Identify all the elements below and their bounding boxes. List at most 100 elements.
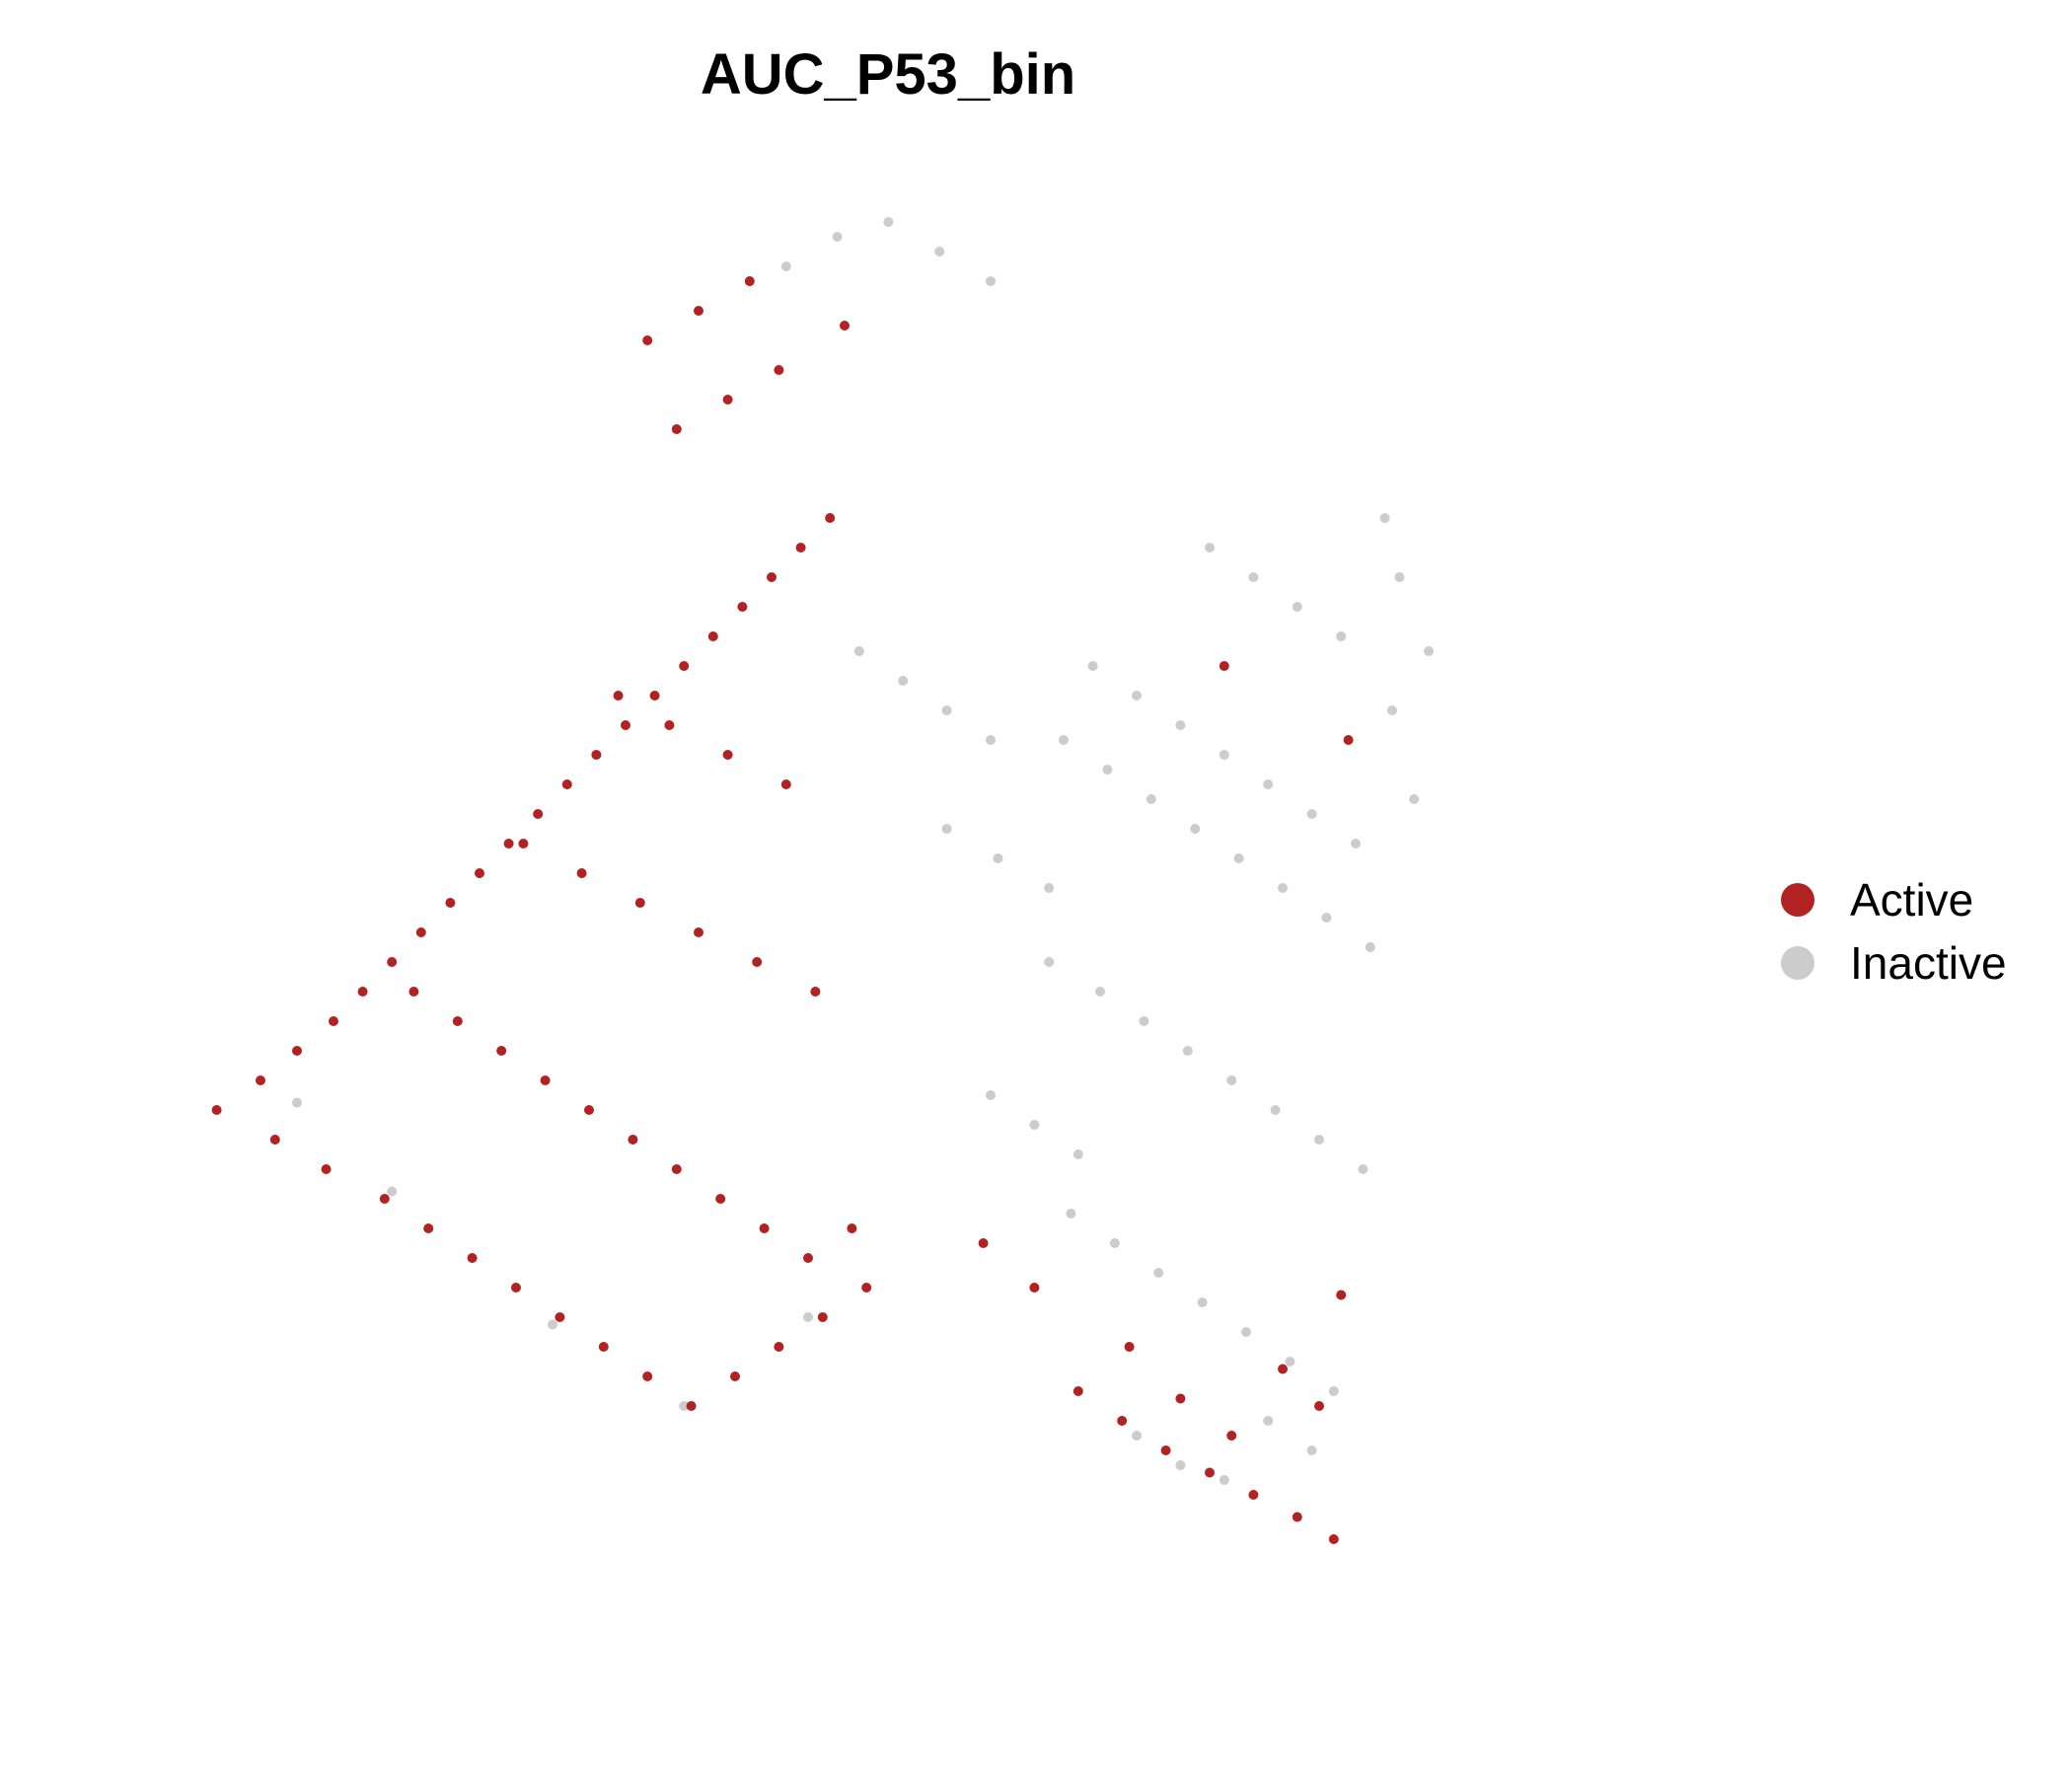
point-active	[576, 868, 587, 878]
point-active	[511, 1283, 521, 1293]
point-active	[840, 321, 850, 331]
point-active	[518, 839, 529, 849]
point-active	[664, 720, 675, 730]
point-active	[1343, 735, 1354, 745]
point-inactive	[1146, 794, 1156, 804]
point-inactive	[1109, 1238, 1120, 1248]
legend-label-inactive: Inactive	[1850, 937, 2007, 989]
point-active	[634, 898, 645, 908]
point-inactive	[1233, 853, 1244, 863]
point-inactive	[986, 276, 996, 286]
point-active	[379, 1194, 390, 1204]
point-active	[715, 1194, 726, 1204]
point-inactive	[679, 1401, 690, 1411]
point-inactive	[993, 853, 1003, 863]
point-active	[598, 1342, 609, 1352]
point-inactive	[1314, 1135, 1324, 1145]
point-inactive	[387, 1186, 398, 1197]
point-inactive	[1241, 1327, 1251, 1337]
point-active	[730, 1371, 740, 1381]
point-active	[1278, 1364, 1288, 1374]
series-inactive	[292, 217, 1434, 1485]
point-active	[642, 1371, 653, 1381]
point-active	[1175, 1393, 1186, 1404]
point-inactive	[1409, 794, 1420, 804]
point-active	[642, 335, 653, 345]
point-inactive	[1029, 1120, 1040, 1130]
point-inactive	[1197, 1297, 1208, 1307]
point-active	[613, 691, 624, 701]
point-inactive	[1044, 883, 1055, 893]
point-active	[649, 691, 660, 701]
point-inactive	[1132, 1431, 1142, 1441]
point-active	[686, 1401, 697, 1411]
point-inactive	[1139, 1016, 1149, 1026]
legend: Active Inactive	[1781, 868, 2007, 995]
point-inactive	[941, 705, 952, 715]
point-inactive	[1270, 1105, 1281, 1115]
point-inactive	[1182, 1046, 1193, 1056]
point-active	[803, 1253, 813, 1263]
point-inactive	[1059, 735, 1069, 745]
point-active	[503, 839, 514, 849]
point-active	[292, 1046, 302, 1056]
point-active	[269, 1135, 280, 1145]
legend-item-inactive: Inactive	[1781, 931, 2007, 995]
point-inactive	[1205, 543, 1215, 553]
point-inactive	[1226, 1075, 1237, 1085]
point-inactive	[1351, 839, 1361, 849]
point-active	[621, 720, 630, 730]
point-inactive	[1175, 720, 1186, 730]
point-inactive	[1190, 824, 1201, 834]
point-inactive	[832, 232, 843, 242]
point-inactive	[1336, 631, 1347, 641]
point-inactive	[1292, 602, 1302, 612]
point-inactive	[934, 247, 945, 257]
point-inactive	[1365, 942, 1375, 952]
point-inactive	[1263, 1416, 1274, 1426]
point-active	[475, 868, 484, 878]
point-active	[1292, 1512, 1302, 1522]
point-active	[1328, 1534, 1339, 1544]
point-inactive	[1306, 809, 1317, 819]
point-active	[671, 424, 682, 434]
point-inactive	[1153, 1268, 1164, 1278]
point-active	[256, 1075, 265, 1085]
point-inactive	[1328, 1386, 1339, 1396]
point-active	[1314, 1401, 1324, 1411]
legend-item-active: Active	[1781, 868, 2007, 931]
point-active	[321, 1164, 332, 1174]
point-inactive	[1073, 1149, 1083, 1159]
point-active	[584, 1105, 594, 1115]
point-inactive	[1087, 661, 1098, 671]
point-active	[694, 927, 703, 937]
point-active	[452, 1016, 463, 1026]
point-active	[774, 365, 784, 375]
point-inactive	[1278, 883, 1288, 893]
point-active	[561, 779, 572, 789]
point-active	[774, 1342, 784, 1352]
point-active	[329, 1016, 338, 1026]
point-active	[744, 276, 755, 286]
point-inactive	[292, 1097, 302, 1108]
point-active	[752, 957, 763, 967]
point-active	[1226, 1431, 1237, 1441]
point-active	[533, 809, 544, 819]
point-inactive	[548, 1319, 557, 1330]
point-inactive	[1285, 1357, 1295, 1367]
point-active	[496, 1046, 507, 1056]
point-active	[978, 1238, 989, 1248]
point-inactive	[883, 217, 894, 227]
legend-swatch-active	[1781, 883, 1814, 917]
point-active	[780, 779, 791, 789]
point-inactive	[898, 676, 909, 686]
point-active	[540, 1075, 551, 1085]
point-active	[423, 1223, 434, 1233]
point-inactive	[1424, 646, 1434, 656]
point-inactive	[1263, 779, 1274, 789]
point-inactive	[1132, 691, 1142, 701]
point-active	[707, 631, 718, 641]
point-inactive	[853, 646, 864, 656]
legend-swatch-inactive	[1781, 946, 1814, 980]
point-inactive	[1175, 1460, 1186, 1470]
